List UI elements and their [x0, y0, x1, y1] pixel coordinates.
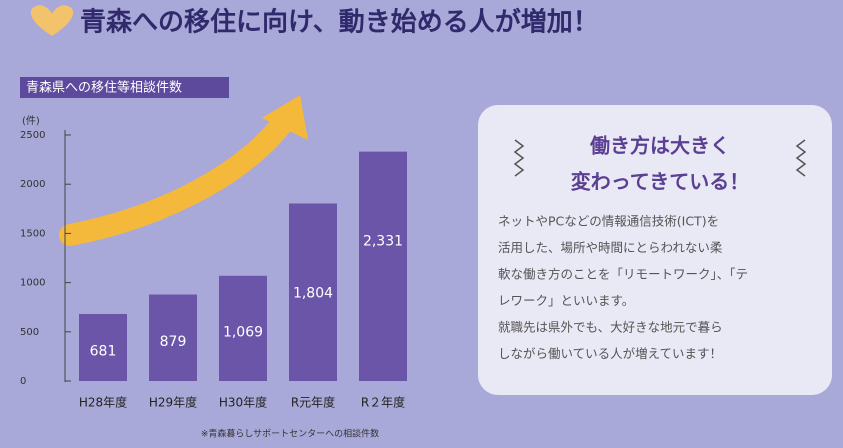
chart-title-box: [20, 77, 229, 98]
page-title: 青森への移住に向け、動き始める人が増加！: [80, 7, 599, 38]
card-heading: 働き方は大きく: [589, 134, 730, 158]
y-tick-label: 2500: [20, 130, 45, 141]
y-tick-label: 500: [20, 327, 39, 338]
arrow-head: [262, 95, 308, 140]
bar: [359, 151, 407, 381]
value-label: 879: [160, 334, 187, 350]
y-tick-label: 0: [20, 376, 26, 387]
note: ※青森暮らしサポートセンターへの相談件数: [201, 428, 379, 440]
card-body-line: 就職先は県外でも、大好きな地元で暮ら: [498, 320, 723, 335]
squiggle: [795, 139, 807, 177]
y-tick-label: 1000: [20, 278, 45, 289]
value-label: 1,069: [223, 324, 263, 340]
card-body-line: 活用した、場所や時間にとらわれない柔: [498, 240, 723, 255]
value-label: 1,804: [293, 285, 333, 301]
value-label: 2,331: [363, 234, 403, 250]
bar: [149, 294, 197, 381]
heart-icon: [30, 5, 74, 36]
card-body-line: ネットやPCなどの情報通信技術(ICT)を: [498, 214, 719, 229]
y-tick-label: 1500: [20, 228, 45, 239]
card: [478, 105, 832, 395]
x-tick-label: R２年度: [361, 395, 405, 410]
card-body-line: レワーク」といいます。: [498, 293, 634, 308]
value-label: 681: [90, 343, 117, 359]
card-body-line: しながら働いている人が増えています！: [498, 346, 722, 361]
bar: [219, 275, 267, 381]
x-tick-label: H29年度: [149, 395, 197, 410]
card-body-line: 軟な働き方のことを「リモートワーク」、「テ: [498, 267, 748, 282]
arrow: [59, 109, 296, 246]
x-tick-label: H30年度: [219, 395, 267, 410]
x-tick-label: H28年度: [79, 395, 127, 410]
squiggle: [513, 139, 525, 177]
chart-title: 青森県への移住等相談件数: [26, 80, 182, 96]
x-tick-label: R元年度: [291, 395, 335, 410]
card-heading: 変わってきている！: [571, 170, 749, 194]
y-unit: (件): [22, 115, 40, 127]
bar: [289, 203, 337, 381]
y-tick-label: 2000: [20, 179, 45, 190]
bar: [79, 313, 127, 381]
